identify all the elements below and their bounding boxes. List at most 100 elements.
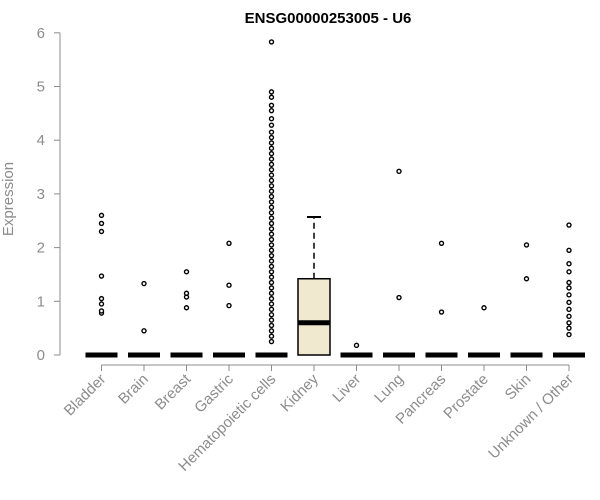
- outlier-point: [268, 285, 275, 291]
- outlier-point: [268, 102, 275, 108]
- outlier-point: [268, 177, 275, 184]
- outlier-point: [268, 301, 275, 307]
- outlier-point: [98, 228, 105, 235]
- outlier-point: [268, 220, 275, 227]
- x-tick-label: Prostate: [440, 371, 492, 423]
- outlier-point: [566, 299, 572, 306]
- box-group: [340, 342, 373, 358]
- outlier-point: [268, 338, 275, 345]
- x-tick-label: Breast: [152, 370, 195, 413]
- outlier-point: [268, 183, 275, 189]
- outlier-point: [268, 89, 275, 95]
- box: [297, 277, 331, 356]
- box-group: [255, 39, 288, 358]
- outlier-point: [226, 302, 232, 309]
- box-group: [383, 168, 415, 358]
- outlier-point: [396, 168, 402, 175]
- outlier-point: [566, 292, 572, 298]
- outlier-point: [268, 199, 275, 205]
- outlier-point: [268, 333, 275, 339]
- outlier-point: [566, 247, 572, 253]
- outlier-point: [566, 285, 572, 291]
- y-tick-label: 2: [37, 240, 45, 257]
- outlier-point: [268, 209, 275, 216]
- x-tick-label: Kidney: [277, 370, 322, 415]
- outlier-point: [268, 279, 275, 286]
- outlier-point: [268, 134, 275, 141]
- outlier-point: [268, 116, 275, 122]
- outlier-point: [268, 258, 275, 264]
- box-group: [553, 222, 585, 358]
- outlier-point: [268, 322, 275, 329]
- outlier-point: [268, 122, 275, 128]
- outlier-point: [268, 252, 275, 259]
- outlier-point: [268, 274, 275, 280]
- plot-area: [85, 39, 585, 358]
- outlier-point: [268, 172, 275, 178]
- outlier-point: [183, 305, 190, 311]
- outlier-point: [268, 215, 275, 221]
- outlier-point: [141, 280, 147, 287]
- x-tick-label: Liver: [329, 371, 364, 406]
- outlier-point: [268, 306, 275, 313]
- box-group: [425, 240, 458, 358]
- outlier-point: [268, 193, 275, 200]
- x-tick-label: Lung: [371, 371, 407, 407]
- x-tick-label: Skin: [502, 371, 535, 404]
- outlier-point: [438, 309, 445, 315]
- outlier-point: [268, 295, 275, 302]
- outlier-point: [268, 107, 275, 114]
- outlier-point: [566, 313, 572, 320]
- y-tick-label: 0: [37, 347, 45, 364]
- outlier-point: [268, 242, 275, 248]
- outlier-point: [268, 317, 275, 323]
- outlier-point: [268, 150, 275, 157]
- outlier-point: [268, 328, 275, 334]
- outlier-point: [481, 305, 487, 311]
- outlier-point: [268, 167, 275, 173]
- outlier-point: [268, 156, 275, 162]
- y-tick-label: 3: [37, 186, 45, 203]
- outlier-point: [566, 279, 572, 286]
- outlier-point: [268, 226, 275, 232]
- box-group: [170, 269, 203, 358]
- box-group: [85, 212, 118, 358]
- y-tick-label: 6: [37, 25, 45, 42]
- outlier-point: [566, 261, 572, 267]
- outlier-point: [268, 312, 275, 318]
- outlier-point: [268, 290, 275, 296]
- outlier-point: [268, 94, 275, 100]
- y-tick-label: 4: [37, 132, 45, 149]
- outlier-point: [268, 247, 275, 253]
- outlier-point: [98, 308, 105, 314]
- outlier-point: [396, 294, 402, 301]
- box-group: [213, 240, 245, 358]
- outlier-point: [523, 242, 530, 248]
- outlier-point: [268, 231, 275, 237]
- x-tick-label: Bladder: [61, 371, 110, 420]
- outlier-point: [566, 331, 572, 338]
- box-group: [510, 242, 543, 358]
- outlier-point: [268, 236, 275, 243]
- outlier-point: [268, 204, 275, 211]
- box-group: [468, 305, 500, 358]
- outlier-point: [141, 328, 147, 334]
- box-group: [297, 215, 331, 356]
- y-tick-label: 5: [37, 79, 45, 96]
- outlier-point: [566, 222, 572, 228]
- outlier-point: [566, 269, 572, 275]
- outlier-point: [183, 290, 190, 296]
- outlier-point: [268, 140, 275, 146]
- outlier-point: [268, 145, 275, 151]
- y-axis-label: Expression: [0, 162, 17, 236]
- outlier-point: [353, 342, 360, 349]
- outlier-point: [566, 306, 572, 313]
- outlier-point: [438, 240, 445, 247]
- box-group: [128, 280, 160, 358]
- outlier-point: [98, 212, 105, 219]
- chart-title: ENSG00000253005 - U6: [245, 10, 412, 27]
- outlier-point: [98, 295, 105, 302]
- outlier-point: [268, 188, 275, 194]
